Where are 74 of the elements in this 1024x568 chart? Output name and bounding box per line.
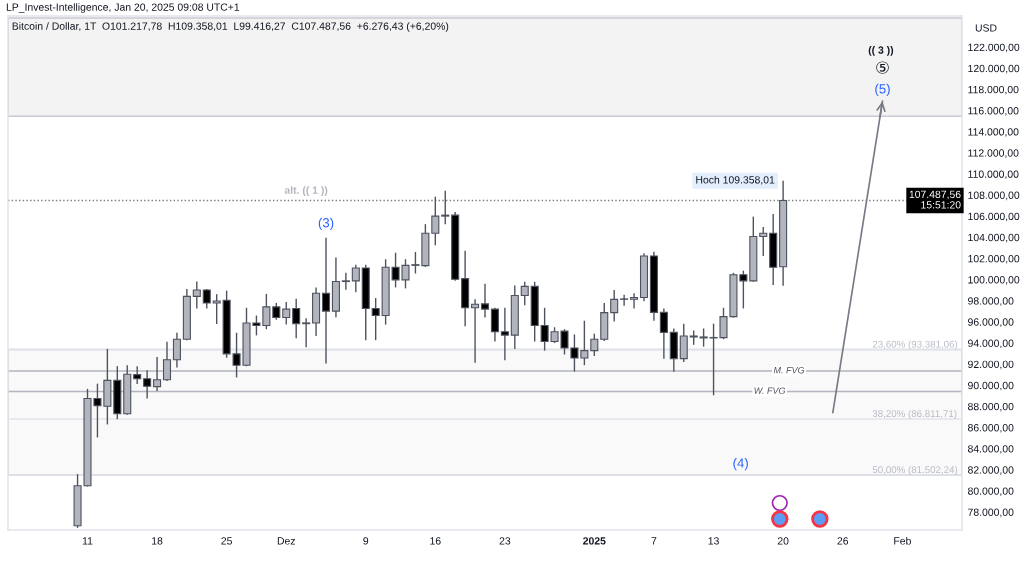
x-tick-label: 13	[708, 537, 719, 545]
candlestick	[480, 283, 490, 319]
candlestick	[302, 317, 311, 349]
x-tick-label: Feb	[894, 536, 911, 545]
y-tick-label: 84.000,00	[968, 445, 1014, 454]
ref-line-label: 107.487,56 15:51:20	[909, 190, 961, 209]
y-tick-label: 90.000,00	[968, 381, 1014, 391]
x-tick-label: 9	[363, 537, 369, 545]
candlestick	[133, 365, 142, 385]
x-tick-label: 7	[651, 537, 657, 545]
y-tick-label: 102.000,00	[968, 254, 1020, 264]
x-tick-label: 16	[430, 537, 441, 545]
y-tick-label: 112.000,00	[968, 149, 1019, 158]
x-tick-label: 11	[82, 537, 93, 545]
annotation: (5)	[875, 83, 890, 97]
candlestick	[620, 294, 629, 307]
ref-line-label: 50,00% (81.502,24)	[872, 465, 958, 476]
candlestick	[610, 289, 619, 323]
ref-line-label: 23,60% (93.381,06)	[872, 340, 958, 350]
annotation: (4)	[733, 458, 748, 471]
y-tick-label: 88.000,00	[968, 402, 1014, 412]
x-tick-label: 18	[152, 537, 163, 545]
chart-subtitle: LP_Invest-Intelligence, Jan 20, 2025 09:08 UTC+1	[6, 3, 240, 13]
candlestick	[321, 237, 331, 365]
y-tick-label: 92.000,00	[968, 360, 1014, 370]
x-tick-label: 25	[221, 537, 232, 545]
candlestick	[351, 264, 360, 293]
y-tick-label: 114.000,00	[968, 128, 1019, 137]
candlestick	[630, 292, 639, 310]
y-tick-label: 100.000,00	[968, 276, 1020, 285]
y-tick-label: 108.000,00	[968, 191, 1020, 201]
y-tick-label: 122.000,00	[968, 43, 1020, 53]
candlestick	[441, 190, 450, 225]
candlestick	[490, 307, 499, 343]
y-tick-label: 106.000,00	[968, 212, 1020, 222]
annotation: ⑤	[876, 61, 889, 74]
y-tick-label: 98.000,00	[968, 297, 1014, 306]
y-tick-label: 86.000,00	[968, 424, 1014, 433]
ref-line-label: M. FVG	[773, 367, 805, 374]
text: Bitcoin / Dollar, 1T O101.217,78 H109.358,01 L99.416,27 C107.487,56 +6.276,43 (+6,20%)	[12, 22, 449, 32]
candlestick	[143, 369, 152, 400]
candlestick	[500, 307, 509, 361]
candlestick	[341, 272, 350, 291]
candlestick	[202, 288, 211, 310]
candlestick	[282, 301, 291, 326]
x-tick-label: 2025	[583, 537, 606, 545]
y-tick-label: 116.000,00	[968, 107, 1019, 116]
annotation: (3)	[318, 217, 334, 231]
ref-line-label: 38,20% (86.811,71)	[872, 409, 957, 419]
candlestick	[192, 280, 201, 310]
y-tick-label: 78.000,00	[968, 508, 1014, 518]
x-tick-label: Dez	[277, 537, 295, 545]
annotation: Hoch 109.358,01	[696, 175, 775, 185]
x-tick-label: 23	[499, 537, 511, 545]
ref-line-label: W. FVG	[754, 387, 786, 394]
y-tick-label: 96.000,00	[968, 318, 1014, 327]
y-tick-label: 118.000,00	[968, 85, 1019, 95]
y-tick-label: 82.000,00	[968, 466, 1014, 475]
y-tick-label: 110.000,00	[968, 170, 1019, 180]
candlestick	[759, 226, 768, 257]
y-tick-label: 94.000,00	[968, 339, 1014, 349]
annotation: (( 3 ))	[868, 46, 894, 56]
candlestick	[659, 307, 668, 360]
y-tick-label: 104.000,00	[968, 233, 1020, 243]
candlestick	[172, 332, 181, 369]
annotation: alt. (( 1 ))	[284, 186, 328, 196]
y-tick-label: 120.000,00	[968, 64, 1020, 74]
x-tick-label: 26	[837, 537, 849, 545]
y-tick-label: 80.000,00	[968, 487, 1014, 497]
y-axis-title: USD	[975, 24, 997, 32]
x-tick-label: 20	[777, 537, 789, 545]
candlestick	[679, 322, 688, 363]
candlestick	[292, 298, 301, 340]
candlestick	[520, 281, 529, 306]
